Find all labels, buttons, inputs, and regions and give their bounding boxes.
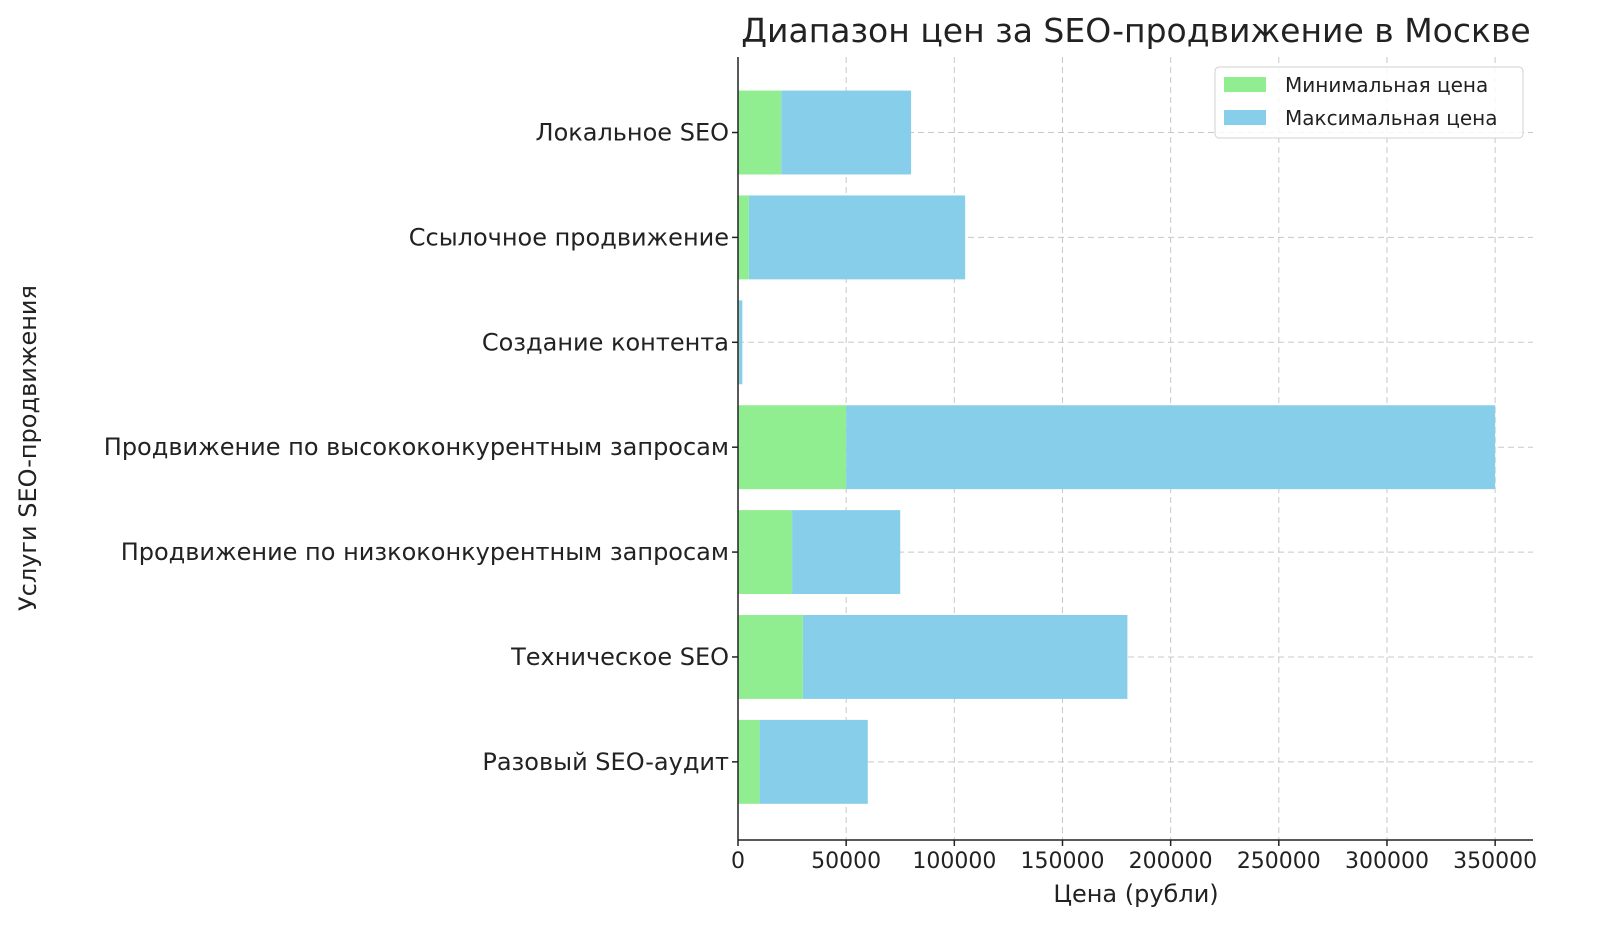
x-tick-label: 100000 (912, 849, 996, 874)
x-tick-label: 250000 (1237, 849, 1321, 874)
bars (738, 90, 1496, 804)
legend-frame (1214, 66, 1524, 139)
legend-swatch (1224, 77, 1266, 92)
legend-label: Максимальная цена (1285, 106, 1497, 130)
y-tick-label: Техническое SEO (510, 643, 729, 671)
x-tick-label: 50000 (811, 849, 881, 874)
y-tick-label: Разовый SEO-аудит (482, 748, 729, 776)
x-tick-label: 150000 (1020, 849, 1104, 874)
bar-max-price (792, 510, 901, 595)
x-tick-label: 0 (731, 849, 745, 874)
bar-max-price (846, 405, 1496, 490)
bar-max-price (759, 719, 868, 804)
chart-title: Диапазон цен за SEO-продвижение в Москве (741, 11, 1530, 50)
x-tick-label: 200000 (1129, 849, 1213, 874)
y-tick-label: Локальное SEO (536, 119, 729, 147)
axes: 0 50000 100000 150000 200000 250000 300000 3500… (104, 57, 1537, 874)
bar-max-price (739, 300, 743, 385)
y-tick-label: Создание контента (482, 328, 729, 356)
legend-swatch (1224, 110, 1266, 125)
x-tick-label: 350000 (1453, 849, 1537, 874)
bar-min-price (738, 510, 793, 595)
legend-label: Минимальная цена (1285, 73, 1488, 97)
bar-max-price (748, 195, 966, 280)
bar-min-price (738, 719, 760, 804)
y-axis-label: Услуги SEO-продвижения (14, 285, 42, 611)
x-axis-label: Цена (рубли) (1053, 880, 1218, 908)
y-tick-label: Ссылочное продвижение (409, 223, 729, 251)
y-tick-label: Продвижение по высококонкурентным запрос… (104, 433, 729, 461)
bar-max-price (802, 615, 1128, 699)
bar-max-price (781, 90, 912, 175)
legend: Минимальная цена Максимальная цена (1214, 66, 1524, 139)
bar-min-price (738, 615, 803, 699)
bar-min-price (738, 195, 749, 280)
x-tick-label: 300000 (1345, 849, 1429, 874)
bar-min-price (738, 90, 782, 175)
y-tick-label: Продвижение по низкоконкурентным запроса… (121, 538, 729, 566)
bar-min-price (738, 405, 847, 490)
